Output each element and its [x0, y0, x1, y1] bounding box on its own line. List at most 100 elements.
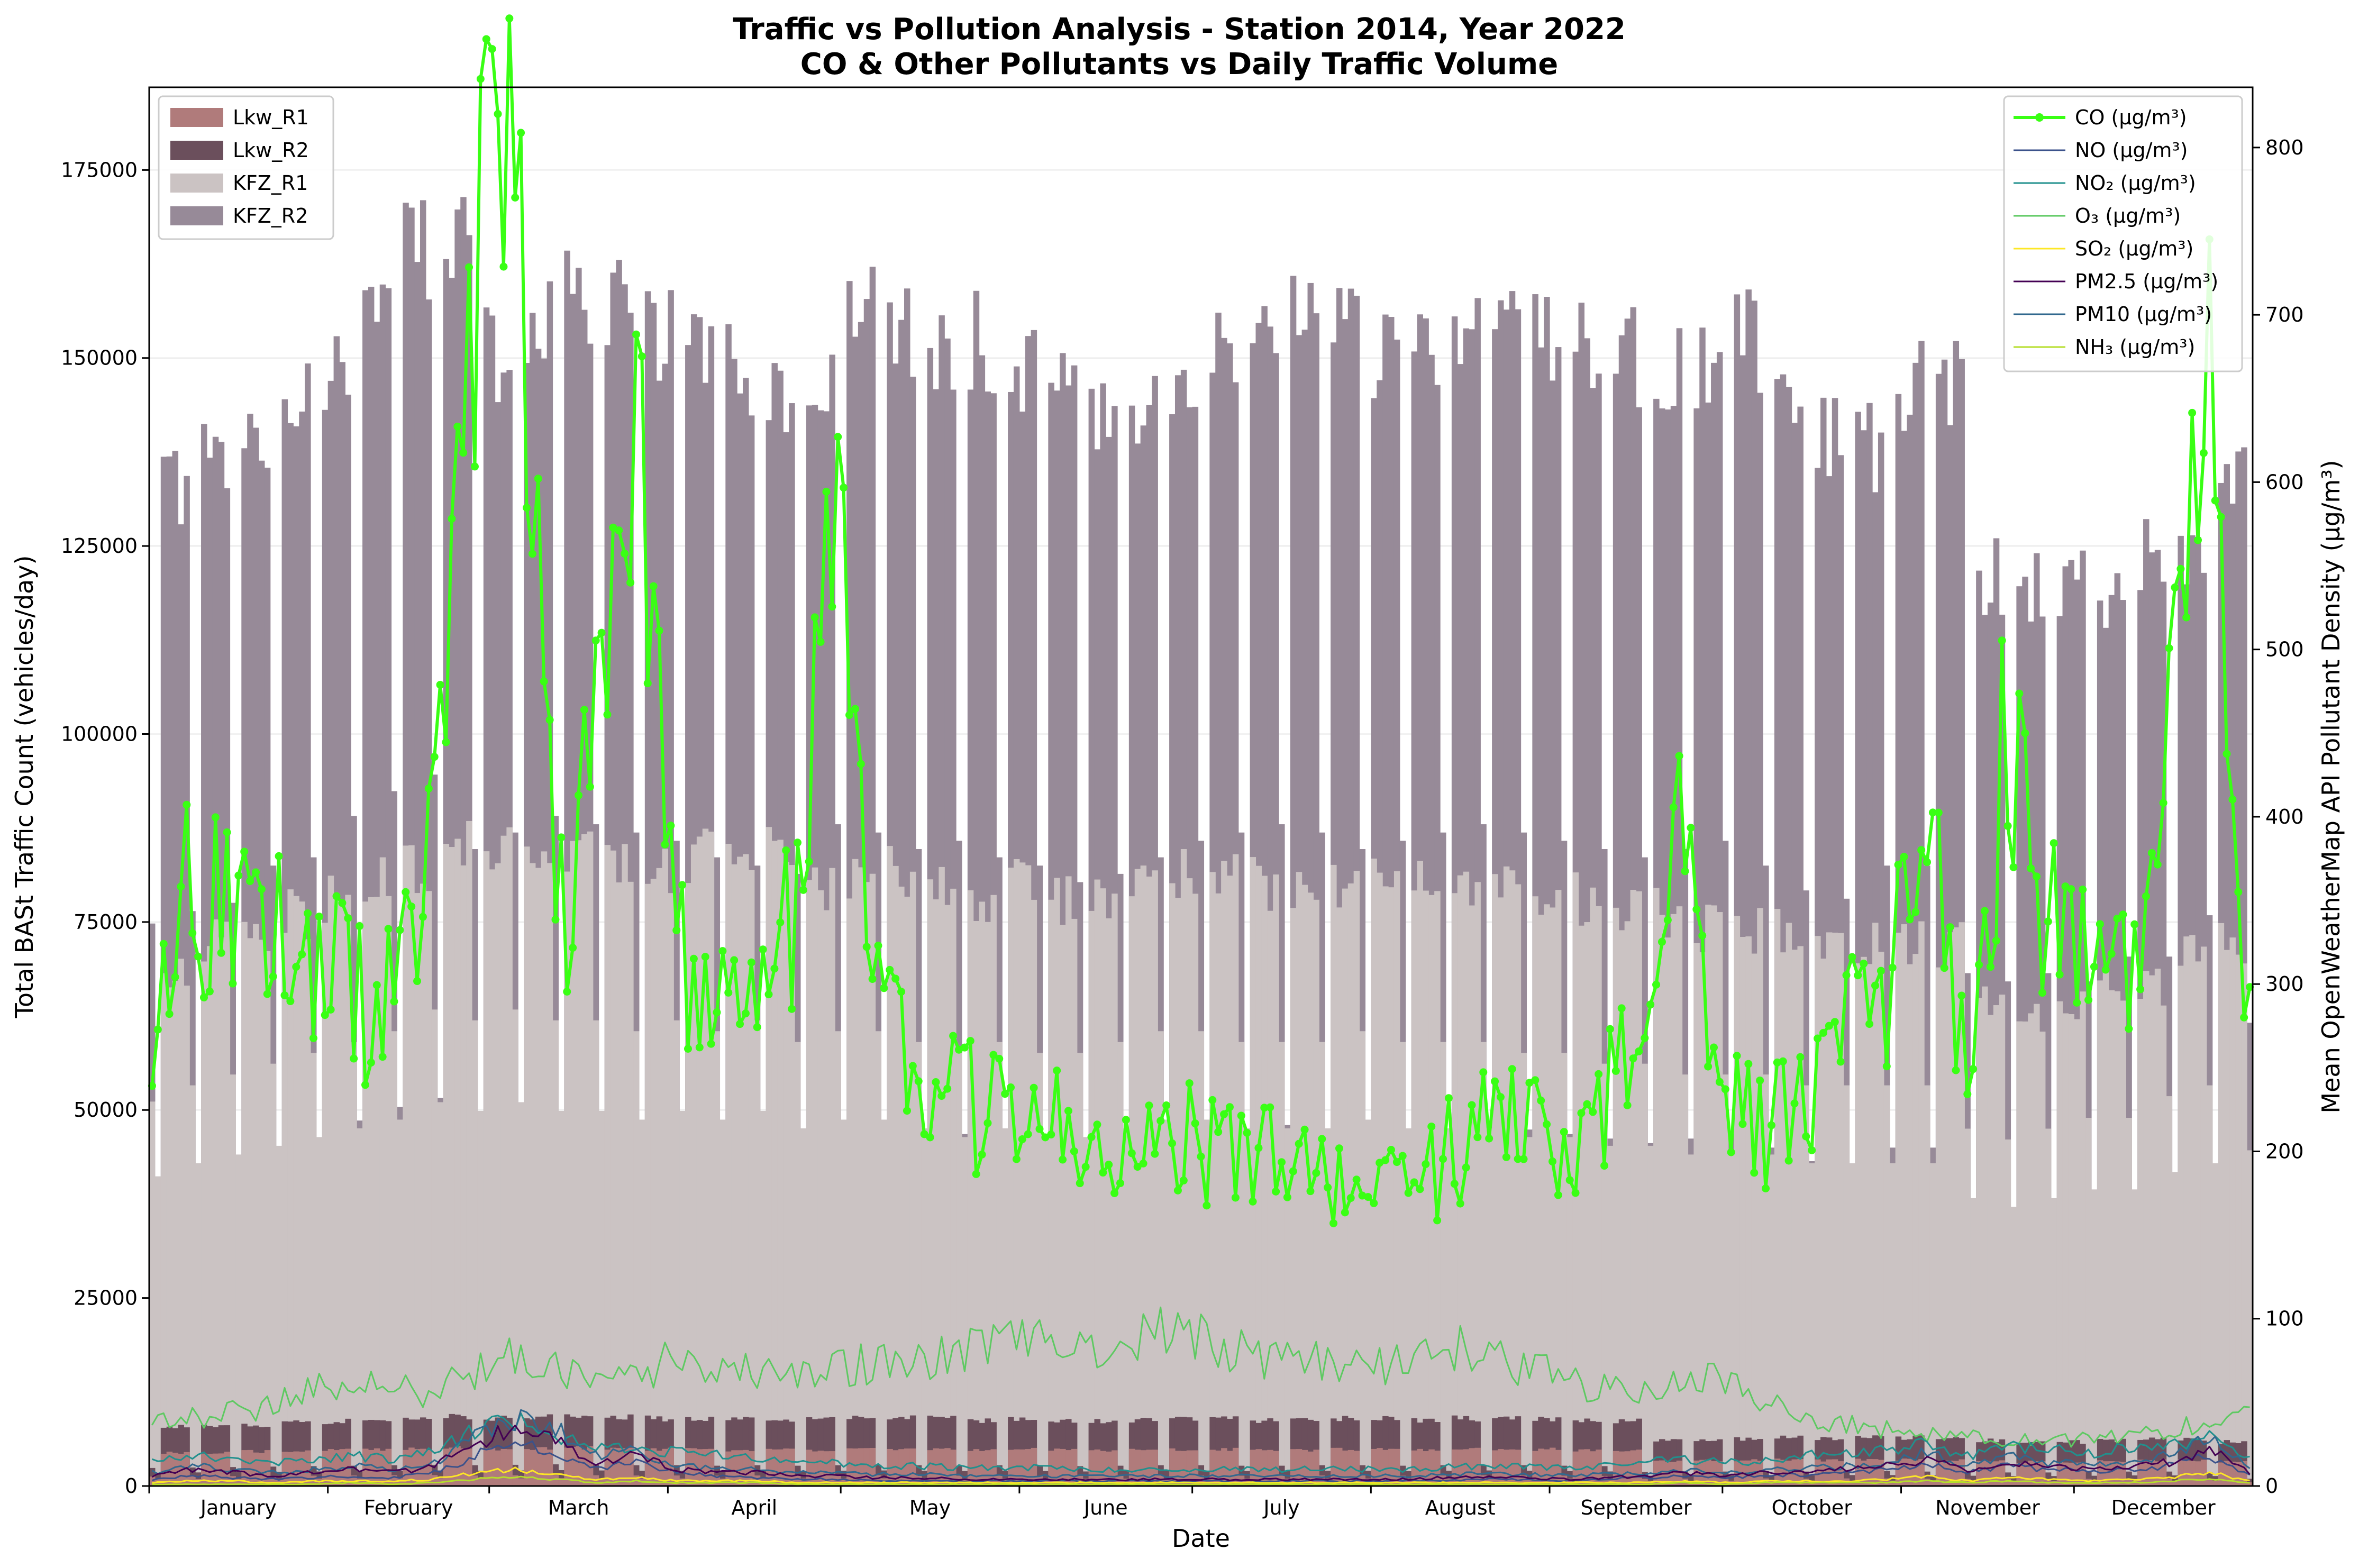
- co-point: [2223, 750, 2231, 758]
- lkw-r1-bar: [1613, 1451, 1619, 1486]
- lkw-r1-bar: [460, 1448, 467, 1486]
- lkw-r1-bar: [2039, 1461, 2046, 1486]
- kfz-r1-bar: [1878, 952, 1884, 1486]
- co-point: [1404, 1189, 1413, 1197]
- co-point: [972, 1170, 980, 1178]
- kfz-r1-bar: [1331, 864, 1337, 1486]
- kfz-r1-bar: [1820, 959, 1827, 1486]
- kfz-r1-bar: [512, 1009, 518, 1486]
- lkw-r1-bar: [1947, 1461, 1954, 1486]
- kfz-r1-bar: [702, 828, 709, 1486]
- lkw-r1-bar: [627, 1447, 634, 1486]
- kfz-r1-bar: [927, 879, 934, 1486]
- co-point: [2079, 886, 2087, 894]
- lkw-r1-bar: [1411, 1450, 1418, 1486]
- co-point: [2147, 849, 2156, 857]
- left-tick-label: 175000: [61, 158, 138, 181]
- lkw-r1-bar: [2120, 1462, 2126, 1486]
- lkw-r2-bar: [1889, 1475, 1896, 1486]
- lkw-r1-bar: [1434, 1451, 1441, 1486]
- lkw-r1-bar: [737, 1450, 743, 1486]
- kfz-r1-bar: [1935, 967, 1942, 1486]
- lkw-r1-bar: [1128, 1448, 1135, 1486]
- right-axis-label: Mean OpenWeatherMap API Pollutant Densit…: [2317, 460, 2345, 1113]
- lkw-r1-bar: [2010, 1481, 2017, 1486]
- kfz-r2-bar: [460, 197, 467, 1486]
- co-point: [1646, 1000, 1655, 1009]
- kfz-r1-bar: [1209, 872, 1216, 1486]
- right-tick-label: 400: [2265, 805, 2304, 828]
- kfz-r1-bar: [604, 845, 611, 1486]
- left-tick-label: 25000: [74, 1287, 138, 1310]
- kfz-r2-bar: [1918, 341, 1925, 1486]
- co-point: [2113, 914, 2121, 923]
- co-point: [2125, 1025, 2133, 1033]
- co-point: [799, 886, 807, 894]
- co-point: [1243, 1128, 1251, 1137]
- lkw-r1-bar: [2178, 1459, 2184, 1486]
- right-tick-label: 800: [2265, 136, 2304, 159]
- co-point: [240, 847, 249, 856]
- kfz-r1-bar: [650, 879, 657, 1486]
- lkw-r1-bar: [258, 1453, 265, 1486]
- co-point: [1704, 1062, 1713, 1071]
- co-point: [926, 1133, 934, 1142]
- co-point: [159, 940, 168, 948]
- traffic-legend-label: Lkw_R1: [233, 106, 309, 129]
- lkw-r1-bar: [466, 1448, 472, 1486]
- co-point: [1335, 1144, 1343, 1153]
- kfz-r1-bar: [270, 1063, 277, 1486]
- co-point: [672, 926, 681, 935]
- kfz-r2-bar: [362, 290, 369, 1487]
- kfz-r1-bar: [2143, 971, 2149, 1486]
- co-point: [1122, 1116, 1130, 1124]
- kfz-r1-bar: [1405, 1128, 1412, 1486]
- co-point: [2142, 892, 2150, 900]
- co-point: [1346, 1194, 1355, 1202]
- kfz-r1-bar: [1342, 888, 1349, 1486]
- lkw-r1-bar: [587, 1446, 594, 1486]
- co-point: [1422, 1160, 1430, 1169]
- kfz-r1-bar: [454, 838, 461, 1486]
- co-point: [678, 881, 687, 889]
- lkw-r1-bar: [909, 1448, 916, 1486]
- co-point: [1543, 1120, 1551, 1128]
- kfz-r1-bar: [2137, 999, 2144, 1486]
- co-point: [459, 449, 468, 457]
- kfz-r1-bar: [524, 846, 530, 1486]
- co-point: [1185, 1079, 1194, 1088]
- lkw-r1-bar: [1169, 1448, 1176, 1486]
- co-point: [418, 913, 427, 921]
- kfz-r1-bar: [1664, 937, 1671, 1486]
- co-point: [1278, 1158, 1286, 1166]
- co-point: [234, 871, 243, 880]
- co-point: [1882, 1062, 1891, 1071]
- kfz-r1-bar: [253, 924, 259, 1486]
- lkw-r1-bar: [293, 1451, 299, 1486]
- kfz-r2-bar: [1780, 374, 1787, 1487]
- lkw-r1-bar: [2080, 1462, 2086, 1486]
- kfz-r1-bar: [1463, 871, 1470, 1486]
- kfz-r1-bar: [1434, 891, 1441, 1486]
- lkw-r1-bar: [1878, 1460, 1884, 1486]
- lkw-r1-bar: [610, 1447, 616, 1486]
- co-point: [661, 840, 669, 849]
- kfz-r1-bar: [195, 1163, 202, 1486]
- co-point: [1272, 1187, 1280, 1196]
- co-point: [914, 1077, 923, 1086]
- kfz-r1-bar: [1889, 1163, 1896, 1486]
- lkw-r1-bar: [1774, 1458, 1781, 1486]
- co-point: [448, 515, 456, 523]
- co-point: [1871, 981, 1879, 990]
- co-point: [563, 988, 571, 996]
- kfz-r1-bar: [379, 857, 386, 1486]
- co-point: [1669, 803, 1678, 812]
- co-point: [1641, 1034, 1649, 1042]
- co-point: [1502, 1153, 1510, 1161]
- lkw-r1-bar: [2148, 1460, 2155, 1486]
- kfz-r1-bar: [558, 1110, 564, 1486]
- co-point: [2211, 496, 2219, 505]
- kfz-r1-bar: [1751, 953, 1757, 1486]
- co-point: [1790, 1099, 1799, 1108]
- co-point: [1635, 1047, 1643, 1055]
